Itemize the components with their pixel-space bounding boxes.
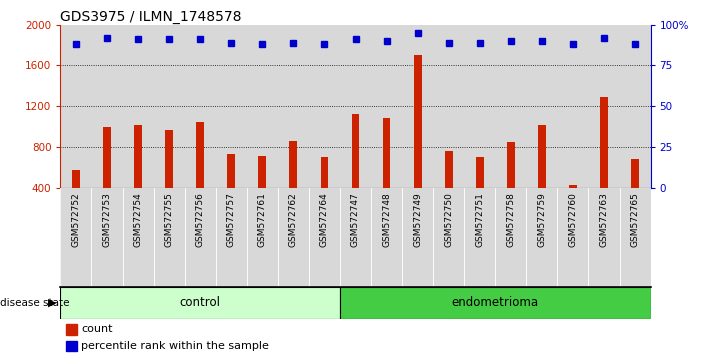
Bar [569, 184, 577, 228]
Bar [66, 324, 77, 335]
Bar [414, 55, 422, 228]
Text: control: control [180, 296, 220, 309]
Bar [464, 25, 496, 188]
Bar [309, 25, 340, 188]
Bar [66, 341, 77, 351]
Bar [352, 114, 359, 228]
Bar [122, 25, 154, 188]
Bar [154, 25, 185, 188]
Bar [134, 125, 142, 228]
Bar [60, 287, 340, 319]
Bar [496, 25, 526, 188]
Bar [538, 125, 546, 228]
Bar [185, 25, 215, 188]
Bar [215, 25, 247, 188]
Bar [526, 25, 557, 188]
Text: GSM572755: GSM572755 [165, 193, 173, 247]
Text: GSM572749: GSM572749 [413, 193, 422, 247]
Text: endometrioma: endometrioma [451, 296, 539, 309]
Text: disease state: disease state [0, 298, 70, 308]
Text: GSM572758: GSM572758 [506, 193, 515, 247]
Bar [600, 97, 608, 228]
Bar [507, 142, 515, 228]
Text: GSM572761: GSM572761 [258, 193, 267, 247]
Text: GSM572747: GSM572747 [351, 193, 360, 247]
Bar [228, 154, 235, 228]
Bar [278, 25, 309, 188]
Bar [445, 151, 453, 228]
Bar [258, 156, 266, 228]
Bar [196, 122, 204, 228]
Bar [321, 157, 328, 228]
Text: GDS3975 / ILMN_1748578: GDS3975 / ILMN_1748578 [60, 10, 242, 24]
Text: GSM572764: GSM572764 [320, 193, 329, 247]
Bar [619, 25, 651, 188]
Text: GSM572754: GSM572754 [134, 193, 143, 247]
Text: GSM572762: GSM572762 [289, 193, 298, 247]
Text: ▶: ▶ [48, 298, 57, 308]
Text: GSM572759: GSM572759 [538, 193, 546, 247]
Bar [60, 25, 92, 188]
Text: GSM572757: GSM572757 [227, 193, 236, 247]
Bar [103, 127, 111, 228]
Bar [402, 25, 433, 188]
Text: percentile rank within the sample: percentile rank within the sample [81, 341, 269, 351]
Bar [72, 170, 80, 228]
Text: GSM572750: GSM572750 [444, 193, 453, 247]
Text: GSM572760: GSM572760 [568, 193, 577, 247]
Bar [340, 287, 651, 319]
Text: count: count [81, 324, 112, 334]
Text: GSM572752: GSM572752 [72, 193, 80, 247]
Bar [476, 157, 483, 228]
Bar [631, 159, 639, 228]
Bar [433, 25, 464, 188]
Text: GSM572751: GSM572751 [475, 193, 484, 247]
Bar [340, 25, 371, 188]
Bar [289, 141, 297, 228]
Bar [165, 130, 173, 228]
Bar [383, 118, 390, 228]
Text: GSM572753: GSM572753 [102, 193, 112, 247]
Bar [557, 25, 589, 188]
Bar [247, 25, 278, 188]
Text: GSM572765: GSM572765 [631, 193, 639, 247]
Bar [371, 25, 402, 188]
Bar [92, 25, 122, 188]
Text: GSM572748: GSM572748 [382, 193, 391, 247]
Bar [589, 25, 619, 188]
Text: GSM572763: GSM572763 [599, 193, 609, 247]
Text: GSM572756: GSM572756 [196, 193, 205, 247]
